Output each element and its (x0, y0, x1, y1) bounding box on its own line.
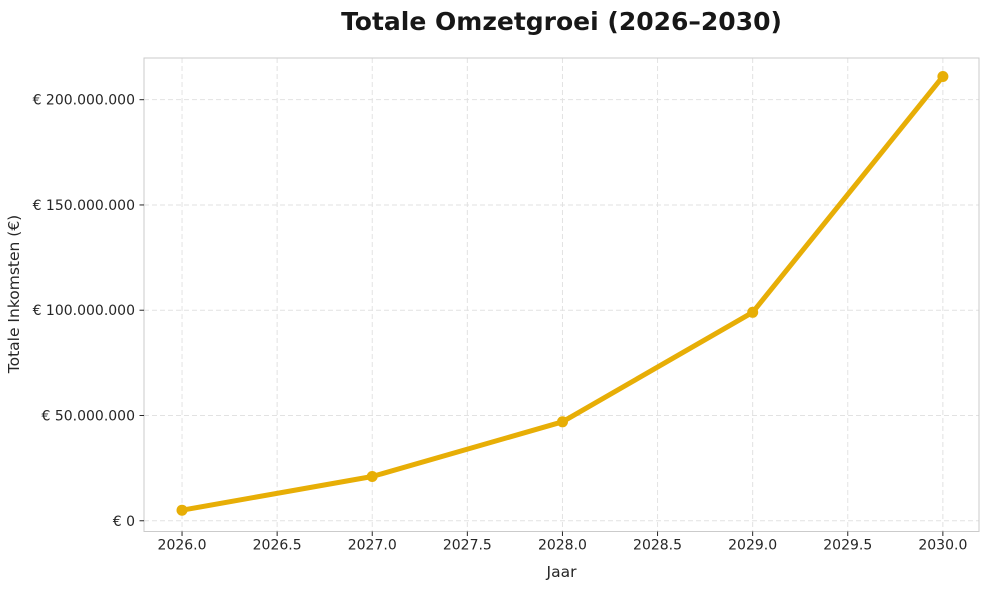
x-tick-label: 2027.5 (443, 538, 492, 554)
x-tick-label: 2028.0 (538, 538, 587, 554)
y-tick-label: € 150.000.000 (33, 198, 135, 214)
plot-border (143, 57, 980, 532)
x-tick-label: 2027.0 (348, 538, 397, 554)
data-point-marker (366, 471, 378, 482)
x-tick-label: 2029.0 (728, 538, 777, 554)
y-tick-label: € 0 (113, 514, 135, 530)
data-point-marker (557, 416, 568, 428)
data-point-marker (747, 306, 759, 318)
x-tick-label: 2026.5 (253, 538, 302, 554)
data-point-markers (176, 71, 949, 516)
x-axis-label: Jaar (546, 563, 578, 581)
x-tick-label: 2028.5 (633, 538, 682, 554)
x-tick-label: 2026.0 (158, 538, 207, 554)
x-tick-label: 2030.0 (918, 538, 967, 554)
x-tick-label: 2029.5 (823, 538, 872, 554)
y-tick-label: € 100.000.000 (33, 303, 135, 319)
gridlines (144, 58, 979, 532)
y-tick-label: € 200.000.000 (33, 93, 135, 109)
chart-title: Totale Omzetgroei (2026–2030) (341, 7, 782, 36)
y-tick-label: € 50.000.000 (41, 408, 135, 424)
y-tick-labels: € 0 € 50.000.000 € 100.000.000 € 150.000.00… (33, 93, 135, 530)
tick-marks (139, 99, 944, 536)
y-axis-label: Totale Inkomsten (€) (5, 215, 23, 374)
data-point-marker (937, 71, 949, 82)
x-tick-labels: 2026.0 2026.5 2027.0 2027.5 2028.0 2028.5 2029… (158, 538, 968, 554)
data-point-marker (176, 504, 188, 516)
